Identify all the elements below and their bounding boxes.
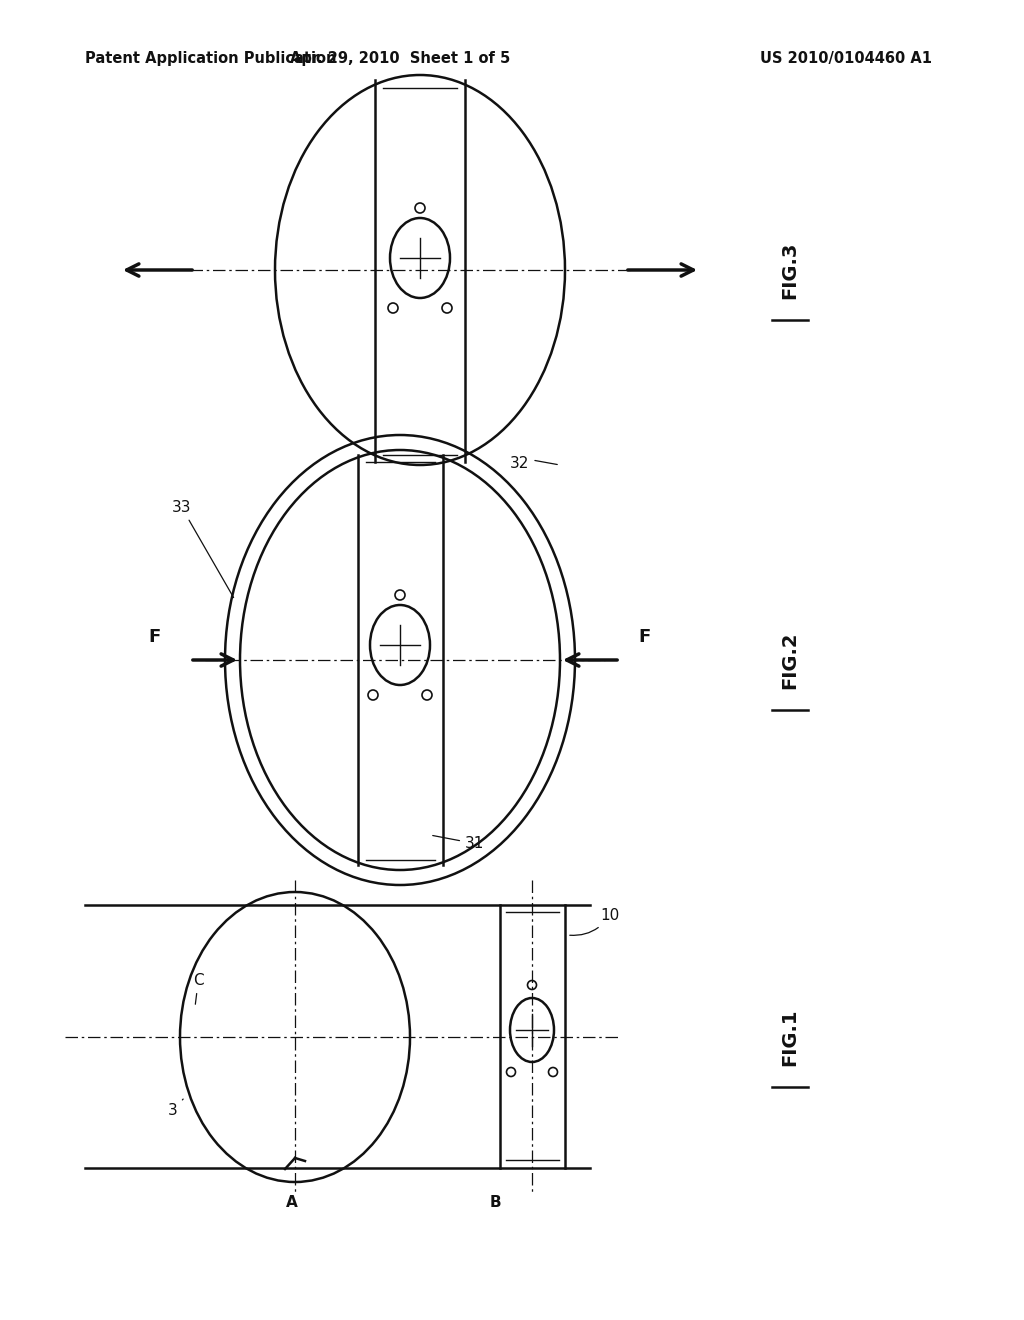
Text: B: B <box>489 1195 501 1210</box>
Text: Apr. 29, 2010  Sheet 1 of 5: Apr. 29, 2010 Sheet 1 of 5 <box>290 50 510 66</box>
Text: 32: 32 <box>510 455 557 471</box>
Text: 31: 31 <box>433 836 484 851</box>
Text: Patent Application Publication: Patent Application Publication <box>85 50 337 66</box>
Text: FIG.2: FIG.2 <box>780 631 800 689</box>
Text: F: F <box>639 628 651 645</box>
Text: 10: 10 <box>569 908 620 936</box>
Text: F: F <box>148 628 161 645</box>
Text: FIG.3: FIG.3 <box>780 242 800 298</box>
Text: 3: 3 <box>168 1100 183 1118</box>
Text: C: C <box>193 973 204 1005</box>
Text: FIG.1: FIG.1 <box>780 1008 800 1065</box>
Text: 33: 33 <box>172 500 233 598</box>
Text: A: A <box>286 1195 298 1210</box>
Text: US 2010/0104460 A1: US 2010/0104460 A1 <box>760 50 932 66</box>
